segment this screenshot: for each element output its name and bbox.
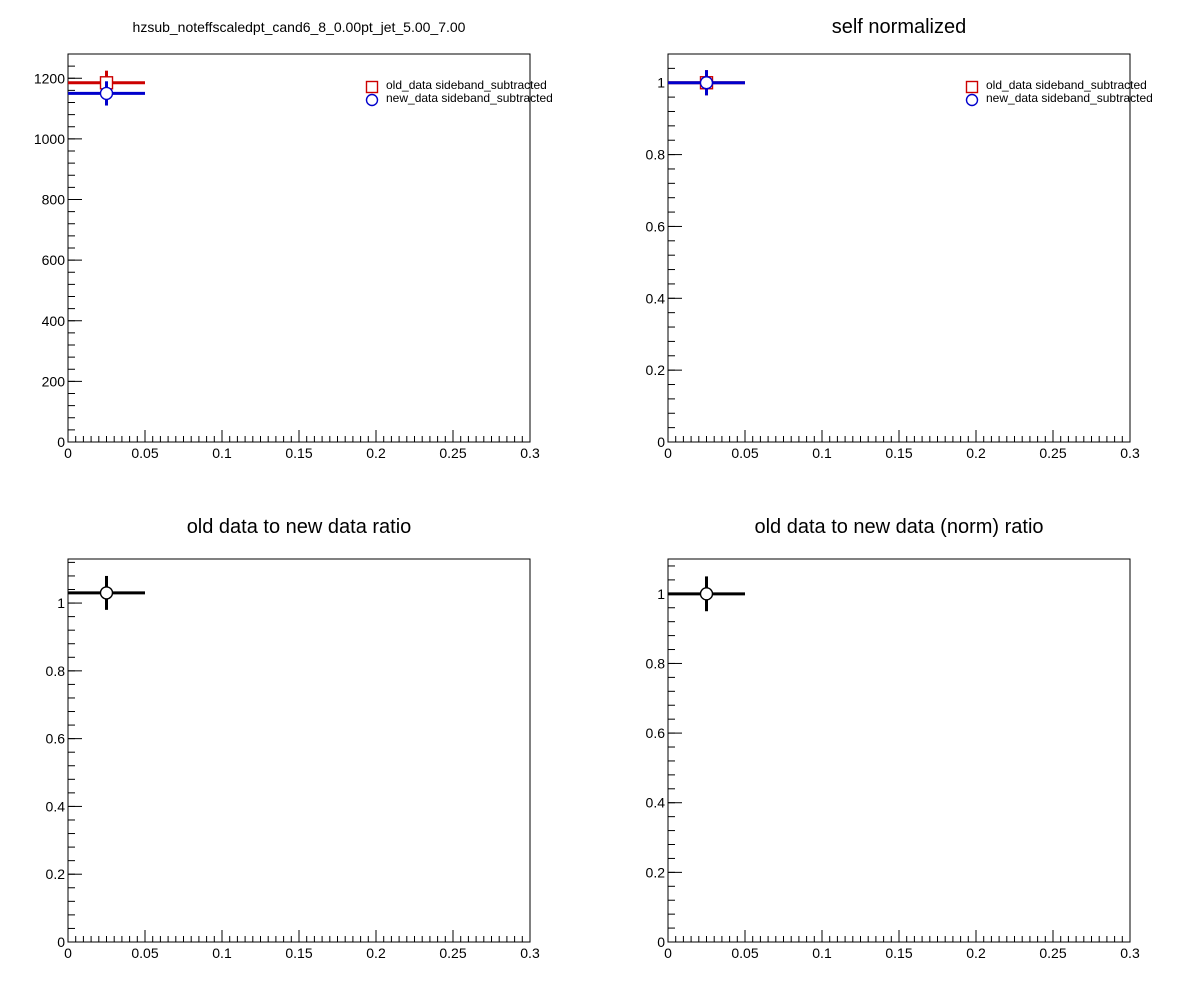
y-tick-label: 1 [57, 595, 65, 611]
x-tick-label: 0.3 [520, 445, 540, 461]
data-point [699, 76, 714, 90]
x-tick-label: 0.3 [1120, 445, 1140, 461]
plot-frame [667, 53, 1131, 443]
y-tick-label: 0.6 [46, 731, 66, 747]
plot-frame [67, 558, 531, 943]
y-tick-label: 0.8 [646, 655, 666, 671]
x-tick-label: 0 [64, 945, 72, 961]
y-tick-label: 0.6 [646, 218, 666, 234]
legend-marker [965, 93, 979, 107]
x-tick-label: 0.25 [439, 945, 466, 961]
x-tick-label: 0.1 [812, 945, 832, 961]
x-tick-label: 0.2 [966, 945, 986, 961]
x-tick-label: 0.15 [885, 945, 912, 961]
y-tick-label: 0 [57, 434, 65, 450]
y-tick-label: 0.2 [46, 866, 66, 882]
y-tick-label: 1 [657, 75, 665, 91]
y-tick-label: 0.2 [646, 362, 666, 378]
pad-top-right: self normalized 0 0.05 0.1 0.15 0.2 0.25 0.3 0 0… [646, 16, 1153, 461]
chart-title: old data to new data (norm) ratio [754, 516, 1043, 538]
x-tick-label: 0.05 [131, 945, 158, 961]
chart-title: self normalized [832, 16, 967, 38]
x-tick-label: 0.3 [520, 945, 540, 961]
y-tick-label: 0.6 [646, 725, 666, 741]
y-tick-label: 0.4 [646, 290, 666, 306]
x-tick-label: 0.3 [1120, 945, 1140, 961]
x-tick-label: 0.1 [212, 945, 232, 961]
data-point [699, 587, 714, 601]
y-tick-label: 0 [657, 434, 665, 450]
x-tick-label: 0.05 [731, 945, 758, 961]
legend-marker [365, 80, 379, 94]
x-tick-label: 0.1 [812, 445, 832, 461]
y-tick-label: 0 [57, 934, 65, 950]
chart-title: old data to new data ratio [187, 516, 412, 538]
legend-marker [365, 93, 379, 107]
y-tick-label: 0 [657, 934, 665, 950]
x-tick-label: 0.1 [212, 445, 232, 461]
legend-entry: new_data sideband_subtracted [386, 91, 553, 105]
pad-top-left: hzsub_noteffscaledpt_cand6_8_0.00pt_jet_… [34, 19, 553, 461]
x-tick-label: 0 [664, 445, 672, 461]
y-tick-label: 0.8 [46, 663, 66, 679]
y-tick-label: 200 [42, 373, 66, 389]
x-tick-label: 0.2 [366, 445, 386, 461]
y-tick-label: 1200 [34, 70, 65, 86]
pad-bottom-right: old data to new data (norm) ratio 0 0.05 0… [646, 516, 1140, 961]
x-tick-label: 0.15 [285, 945, 312, 961]
x-tick-label: 0.25 [1039, 445, 1066, 461]
y-tick-label: 1 [657, 586, 665, 602]
x-tick-label: 0.25 [439, 445, 466, 461]
pad-bottom-left: old data to new data ratio 0 0.05 0.1 0.15 0… [46, 516, 540, 961]
y-tick-label: 0.4 [46, 798, 66, 814]
legend-entry: new_data sideband_subtracted [986, 91, 1153, 105]
x-tick-label: 0.05 [131, 445, 158, 461]
data-point [99, 586, 114, 600]
x-tick-label: 0.2 [966, 445, 986, 461]
x-tick-label: 0 [664, 945, 672, 961]
x-tick-label: 0.15 [285, 445, 312, 461]
legend-entry: old_data sideband_subtracted [986, 78, 1147, 92]
y-tick-label: 0.4 [646, 795, 666, 811]
y-tick-label: 600 [42, 252, 66, 268]
legend-entry: old_data sideband_subtracted [386, 78, 547, 92]
x-tick-label: 0.2 [366, 945, 386, 961]
y-tick-label: 400 [42, 313, 66, 329]
data-point [99, 86, 114, 101]
plot-frame [667, 558, 1131, 943]
legend-marker [965, 80, 979, 94]
x-tick-label: 0.15 [885, 445, 912, 461]
chart-title: hzsub_noteffscaledpt_cand6_8_0.00pt_jet_… [133, 19, 466, 35]
plot-frame [67, 53, 531, 443]
y-tick-label: 800 [42, 192, 66, 208]
x-tick-label: 0 [64, 445, 72, 461]
y-tick-label: 0.8 [646, 147, 666, 163]
y-tick-label: 0.2 [646, 864, 666, 880]
x-tick-label: 0.25 [1039, 945, 1066, 961]
y-tick-label: 1000 [34, 131, 65, 147]
x-tick-label: 0.05 [731, 445, 758, 461]
